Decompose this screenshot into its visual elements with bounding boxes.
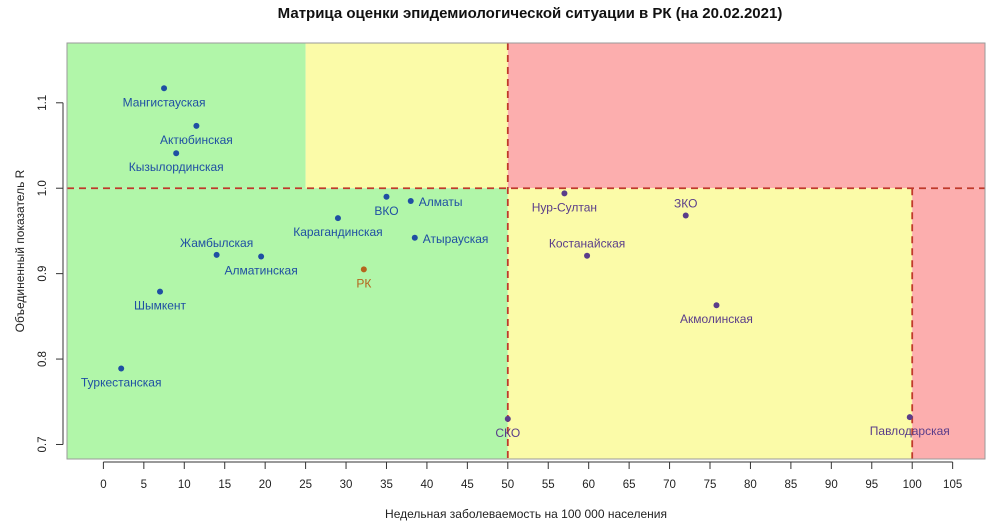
x-tick-label: 30 bbox=[340, 479, 353, 491]
x-tick-label: 10 bbox=[178, 479, 191, 491]
x-tick-label: 95 bbox=[865, 479, 878, 491]
zone-backgrounds bbox=[67, 43, 985, 459]
point-label: Шымкент bbox=[134, 299, 187, 313]
point-label: Алматинская bbox=[225, 264, 298, 278]
point-marker bbox=[213, 251, 220, 258]
zone-5 bbox=[912, 188, 985, 459]
point-marker bbox=[173, 150, 180, 157]
point-label: Павлодарская bbox=[870, 424, 950, 438]
point-marker bbox=[407, 198, 414, 205]
point-marker bbox=[383, 193, 390, 200]
zone-1 bbox=[305, 43, 508, 189]
point-marker bbox=[906, 414, 913, 421]
point-label: Актюбинская bbox=[160, 133, 233, 147]
point-marker bbox=[584, 252, 591, 259]
x-tick-label: 5 bbox=[141, 479, 147, 491]
x-tick-label: 20 bbox=[259, 479, 272, 491]
point-label: Алматы bbox=[419, 195, 463, 209]
x-tick-label: 70 bbox=[663, 479, 676, 491]
point-label: Акмолинская bbox=[680, 312, 753, 326]
x-tick-label: 45 bbox=[461, 479, 474, 491]
x-tick-label: 60 bbox=[582, 479, 595, 491]
x-tick-label: 0 bbox=[100, 479, 106, 491]
y-axis-label: Объединенный показатель R bbox=[13, 169, 27, 332]
chart-title: Матрица оценки эпидемиологической ситуац… bbox=[278, 5, 783, 22]
x-tick-label: 100 bbox=[903, 479, 922, 491]
x-tick-label: 65 bbox=[623, 479, 636, 491]
point-marker bbox=[157, 288, 164, 295]
point-marker bbox=[360, 266, 367, 273]
zone-3 bbox=[67, 188, 508, 459]
y-tick-label: 0.9 bbox=[37, 266, 49, 282]
x-tick-label: 25 bbox=[299, 479, 312, 491]
point-marker bbox=[334, 215, 341, 222]
y-tick-label: 0.8 bbox=[37, 351, 49, 367]
y-tick-label: 1.0 bbox=[37, 180, 49, 196]
point-label: Мангистауская bbox=[123, 95, 206, 109]
plot-frame bbox=[66, 42, 986, 460]
x-axis: 0 5 10 15 20 25 30 35 40 45 50 55 60 65 70 75 80 85 90 95 10… bbox=[100, 461, 962, 491]
point-marker bbox=[561, 190, 568, 197]
zone-2 bbox=[507, 43, 985, 189]
x-tick-label: 90 bbox=[825, 479, 838, 491]
x-tick-label: 40 bbox=[421, 479, 434, 491]
y-axis: 0.7 0.8 0.9 1.0 1.1 bbox=[37, 95, 64, 452]
x-tick-label: 35 bbox=[380, 479, 393, 491]
point-marker bbox=[682, 212, 689, 219]
x-tick-label: 50 bbox=[501, 479, 514, 491]
data-points: Мангистауская Актюбинская Кызылординская Ка… bbox=[81, 85, 950, 440]
point-label: Туркестанская bbox=[81, 375, 162, 389]
x-axis-label: Недельная заболеваемость на 100 000 насе… bbox=[385, 507, 667, 521]
point-label: ВКО bbox=[374, 204, 398, 218]
point-marker bbox=[713, 302, 720, 309]
zone-4 bbox=[507, 188, 913, 459]
y-tick-label: 0.7 bbox=[37, 436, 49, 452]
point-label: Жамбылская bbox=[180, 236, 253, 250]
point-label: Кызылординская bbox=[129, 160, 224, 174]
point-marker bbox=[118, 365, 125, 372]
x-tick-label: 75 bbox=[704, 479, 717, 491]
point-label: РК bbox=[356, 276, 371, 290]
point-marker bbox=[193, 122, 200, 129]
x-tick-label: 80 bbox=[744, 479, 757, 491]
point-marker bbox=[411, 234, 418, 241]
point-marker bbox=[258, 253, 265, 260]
zone-0 bbox=[67, 43, 306, 189]
y-tick-label: 1.1 bbox=[37, 95, 49, 111]
x-tick-label: 55 bbox=[542, 479, 555, 491]
x-tick-label: 105 bbox=[943, 479, 962, 491]
point-label: ЗКО bbox=[674, 197, 697, 211]
threshold-lines bbox=[67, 43, 985, 459]
x-tick-label: 15 bbox=[218, 479, 231, 491]
x-tick-label: 85 bbox=[784, 479, 797, 491]
point-marker bbox=[161, 85, 168, 92]
point-label: Атырауская bbox=[423, 232, 489, 246]
point-label: Костанайская bbox=[549, 237, 625, 251]
point-label: Карагандинская bbox=[293, 225, 382, 239]
point-marker bbox=[504, 415, 511, 422]
point-label: Нур-Султан bbox=[532, 200, 597, 214]
point-label: СКО bbox=[495, 426, 520, 440]
